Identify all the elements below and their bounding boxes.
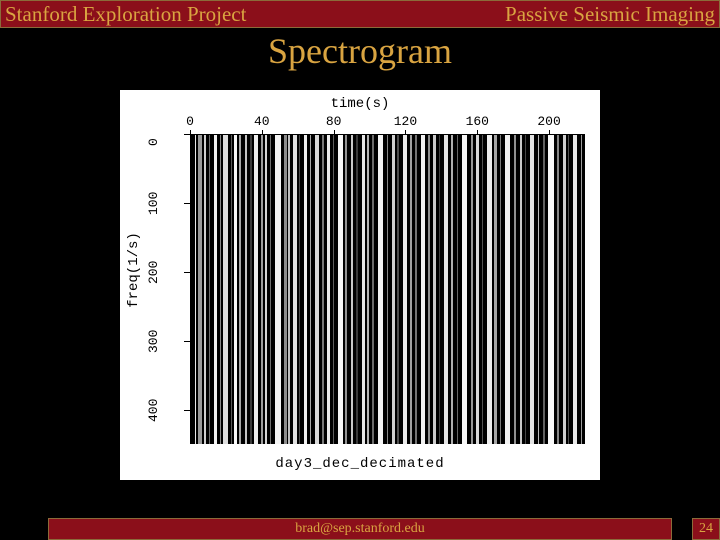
spectrogram-stripe <box>198 135 202 444</box>
x-tick-label: 40 <box>254 114 270 129</box>
spectrogram-stripe <box>444 135 448 444</box>
spectrogram-stripe <box>254 135 258 444</box>
y-ticks: 0 100 200 300 400 <box>120 90 190 480</box>
y-tick-label: 400 <box>146 398 161 421</box>
spectrogram-stripe <box>433 135 436 444</box>
spectrogram-stripe <box>403 135 407 444</box>
spectrogram-stripe <box>195 135 197 444</box>
spectrogram-stripe <box>270 135 271 444</box>
spectrogram-stripe <box>362 135 366 444</box>
spectrogram-stripe <box>322 135 324 444</box>
spectrogram-stripe <box>327 135 330 444</box>
spectrogram-stripe <box>462 135 467 444</box>
spectrogram-stripe <box>265 135 268 444</box>
spectrogram-stripe <box>356 135 357 444</box>
spectrogram-stripe <box>415 135 416 444</box>
plot-area <box>190 134 585 444</box>
spectrogram-stripe <box>231 135 233 444</box>
page-number-box: 24 <box>692 518 720 540</box>
spectrogram-stripe <box>333 135 334 444</box>
spectrogram-stripe <box>500 135 501 444</box>
x-tick-label: 160 <box>466 114 489 129</box>
spectrogram-stripe <box>372 135 374 444</box>
footer-bar: brad@sep.stanford.edu <box>48 518 672 540</box>
spectrogram-stripe <box>392 135 395 444</box>
spectrogram-stripe <box>548 135 554 444</box>
header-left-text: Stanford Exploration Project <box>5 2 246 27</box>
spectrogram-stripe <box>457 135 459 444</box>
spectrogram-stripe <box>304 135 307 444</box>
spectrogram-stripe <box>557 135 559 444</box>
spectrogram-stripe <box>239 135 241 444</box>
spectrogram-stripe <box>581 135 583 444</box>
spectrogram-stripe <box>397 135 398 444</box>
spectrogram-stripe <box>563 135 566 444</box>
spectrogram-stripe <box>538 135 540 444</box>
x-ticks: 04080120160200 <box>120 114 600 132</box>
x-tick-label: 200 <box>537 114 560 129</box>
spectrogram-stripe <box>428 135 430 444</box>
y-tick-label: 0 <box>146 138 161 146</box>
spectrogram-stripe <box>261 135 263 444</box>
spectrogram-stripe <box>214 135 217 444</box>
spectrogram-stripe <box>530 135 534 444</box>
footer-email: brad@sep.stanford.edu <box>295 521 425 537</box>
spectrogram-stripe <box>234 135 237 444</box>
spectrogram-stripe <box>288 135 290 444</box>
spectrogram-stripe <box>471 135 473 444</box>
x-axis-title: time(s) <box>120 96 600 112</box>
spectrogram-stripe <box>387 135 389 444</box>
chart-subtitle: day3_dec_decimated <box>120 456 600 472</box>
spectrogram-stripe <box>482 135 483 444</box>
spectrogram-stripe <box>345 135 347 444</box>
spectrogram-stripe <box>209 135 210 444</box>
page-number: 24 <box>699 521 713 537</box>
header-bar: Stanford Exploration Project Passive Sei… <box>0 0 720 28</box>
spectrogram-stripe <box>245 135 248 444</box>
spectrogram-stripe <box>505 135 510 444</box>
spectrogram-stripe <box>299 135 300 444</box>
spectrogram-stripe <box>439 135 440 444</box>
spectrogram-stripe <box>284 135 286 444</box>
y-tick-label: 200 <box>146 260 161 283</box>
spectrogram-stripe <box>220 135 221 444</box>
spectrogram-stripe <box>520 135 522 444</box>
spectrogram-stripe <box>275 135 280 444</box>
y-tick-label: 300 <box>146 329 161 352</box>
spectrogram-stripe <box>487 135 491 444</box>
spectrogram-stripe <box>451 135 453 444</box>
spectrogram-stripe <box>543 135 545 444</box>
spectrogram-stripe <box>573 135 577 444</box>
spectrogram-stripe <box>351 135 353 444</box>
spectrogram-stripe <box>250 135 251 444</box>
spectrogram-stripe <box>568 135 569 444</box>
spectrogram-stripe <box>476 135 479 444</box>
spectrogram-stripe <box>494 135 496 444</box>
spectrogram-stripe <box>315 135 319 444</box>
spectrogram-stripe <box>204 135 206 444</box>
spectrogram-stripe <box>514 135 516 444</box>
spectrogram-stripe <box>525 135 526 444</box>
x-tick-label: 80 <box>326 114 342 129</box>
header-right-text: Passive Seismic Imaging <box>505 2 715 27</box>
spectrogram-stripe <box>293 135 297 444</box>
spectrogram-stripe <box>367 135 369 444</box>
spectrogram-stripe <box>338 135 343 444</box>
spectrogram-chart: time(s) 04080120160200 freq(1/s) 0100200… <box>120 90 600 480</box>
spectrogram-stripe <box>223 135 227 444</box>
spectrogram-stripe <box>421 135 426 444</box>
spectrogram-stripe <box>310 135 312 444</box>
y-tick-label: 100 <box>146 191 161 214</box>
spectrogram-stripe <box>410 135 412 444</box>
x-tick-label: 120 <box>394 114 417 129</box>
slide-title: Spectrogram <box>0 30 720 72</box>
spectrogram-stripe <box>378 135 384 444</box>
